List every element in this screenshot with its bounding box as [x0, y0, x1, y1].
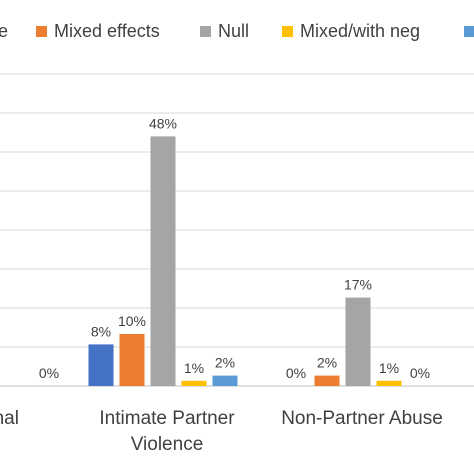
x-tick-label: Non-Partner Abuse [281, 408, 443, 429]
legend-label: Null [218, 21, 249, 41]
bar-data-label: 48% [149, 115, 177, 131]
legend-swatch [282, 26, 293, 37]
legend-swatch [36, 26, 47, 37]
bar-data-label: 0% [39, 365, 59, 381]
legend-label: e [0, 21, 8, 41]
bar-data-label: 1% [184, 360, 204, 376]
x-tick-label: onal [0, 408, 19, 429]
legend-label: Mixed/with neg [300, 21, 420, 41]
legend: e Mixed effects Null Mixed/with neg [0, 21, 474, 41]
bar-data-label: 0% [410, 365, 430, 381]
bars [88, 136, 402, 386]
legend-swatch [200, 26, 211, 37]
x-tick-label: Intimate Partner Violence [99, 408, 235, 455]
bar [376, 380, 402, 386]
bar [181, 380, 207, 386]
bar [150, 136, 176, 386]
bar-data-label: 1% [379, 360, 399, 376]
bar [88, 344, 114, 386]
bar-data-label: 8% [91, 323, 111, 339]
bar [119, 334, 145, 386]
bar [212, 375, 238, 386]
bar-labels: 0% 8% 10% 48% 1% 2% 0% 2% 17% 1% 0% [39, 115, 430, 381]
bar [314, 375, 340, 386]
bar-data-label: 2% [317, 355, 337, 371]
bar [345, 297, 371, 386]
bar-data-label: 17% [344, 277, 372, 293]
gridlines [0, 73, 474, 387]
bar-data-label: 2% [215, 355, 235, 371]
legend-label: Mixed effects [54, 21, 160, 41]
bar-data-label: 10% [118, 313, 146, 329]
bar-data-label: 0% [286, 365, 306, 381]
legend-swatch [464, 26, 474, 37]
